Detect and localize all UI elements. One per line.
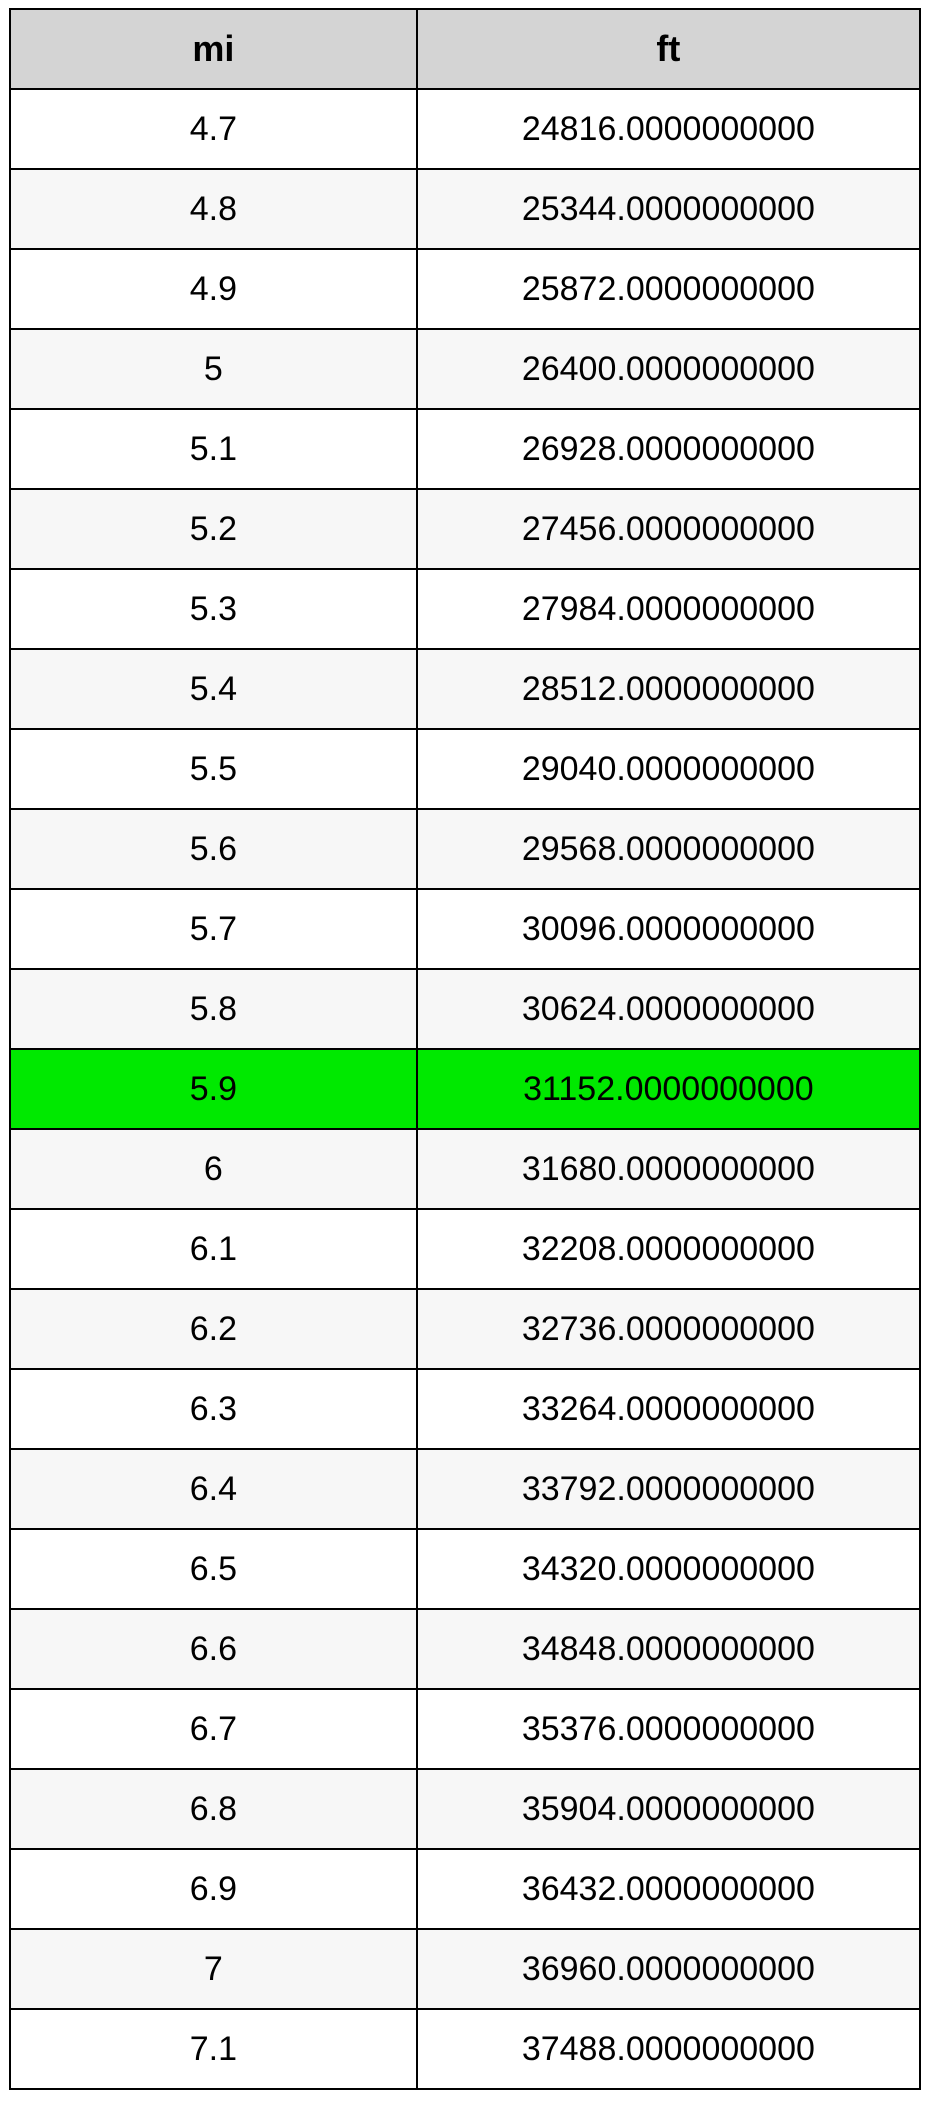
cell-ft: 36960.0000000000 (417, 1929, 920, 2009)
cell-ft: 36432.0000000000 (417, 1849, 920, 1929)
table-row-highlight: 5.931152.0000000000 (10, 1049, 920, 1129)
table-row: 6.534320.0000000000 (10, 1529, 920, 1609)
cell-mi: 5.4 (10, 649, 417, 729)
cell-ft: 33792.0000000000 (417, 1449, 920, 1529)
table-row: 5.830624.0000000000 (10, 969, 920, 1049)
cell-ft: 27984.0000000000 (417, 569, 920, 649)
table-header: mi ft (10, 9, 920, 89)
table-row: 5.529040.0000000000 (10, 729, 920, 809)
cell-mi: 4.8 (10, 169, 417, 249)
cell-ft: 29568.0000000000 (417, 809, 920, 889)
cell-mi: 6.5 (10, 1529, 417, 1609)
cell-mi: 5 (10, 329, 417, 409)
header-mi: mi (10, 9, 417, 89)
cell-mi: 6 (10, 1129, 417, 1209)
cell-ft: 35904.0000000000 (417, 1769, 920, 1849)
table-row: 6.132208.0000000000 (10, 1209, 920, 1289)
table-row: 6.433792.0000000000 (10, 1449, 920, 1529)
cell-mi: 6.3 (10, 1369, 417, 1449)
cell-ft: 37488.0000000000 (417, 2009, 920, 2089)
cell-ft: 32208.0000000000 (417, 1209, 920, 1289)
table-row: 631680.0000000000 (10, 1129, 920, 1209)
cell-ft: 34848.0000000000 (417, 1609, 920, 1689)
cell-ft: 30096.0000000000 (417, 889, 920, 969)
cell-ft: 34320.0000000000 (417, 1529, 920, 1609)
cell-ft: 25872.0000000000 (417, 249, 920, 329)
cell-ft: 31152.0000000000 (417, 1049, 920, 1129)
cell-ft: 25344.0000000000 (417, 169, 920, 249)
header-row: mi ft (10, 9, 920, 89)
cell-ft: 30624.0000000000 (417, 969, 920, 1049)
table-row: 4.724816.0000000000 (10, 89, 920, 169)
table-row: 6.936432.0000000000 (10, 1849, 920, 1929)
cell-ft: 33264.0000000000 (417, 1369, 920, 1449)
cell-mi: 6.7 (10, 1689, 417, 1769)
table-row: 5.730096.0000000000 (10, 889, 920, 969)
cell-ft: 35376.0000000000 (417, 1689, 920, 1769)
table-row: 736960.0000000000 (10, 1929, 920, 2009)
table-row: 5.126928.0000000000 (10, 409, 920, 489)
cell-ft: 31680.0000000000 (417, 1129, 920, 1209)
cell-ft: 26400.0000000000 (417, 329, 920, 409)
cell-mi: 4.7 (10, 89, 417, 169)
table-row: 6.333264.0000000000 (10, 1369, 920, 1449)
header-ft: ft (417, 9, 920, 89)
cell-mi: 5.7 (10, 889, 417, 969)
cell-ft: 32736.0000000000 (417, 1289, 920, 1369)
table-row: 6.634848.0000000000 (10, 1609, 920, 1689)
cell-mi: 5.3 (10, 569, 417, 649)
cell-mi: 5.9 (10, 1049, 417, 1129)
cell-mi: 6.8 (10, 1769, 417, 1849)
table-row: 5.629568.0000000000 (10, 809, 920, 889)
cell-mi: 7 (10, 1929, 417, 2009)
cell-mi: 6.2 (10, 1289, 417, 1369)
cell-mi: 5.6 (10, 809, 417, 889)
table-row: 5.227456.0000000000 (10, 489, 920, 569)
table-row: 526400.0000000000 (10, 329, 920, 409)
cell-mi: 7.1 (10, 2009, 417, 2089)
table-row: 6.735376.0000000000 (10, 1689, 920, 1769)
table-row: 4.925872.0000000000 (10, 249, 920, 329)
cell-mi: 5.2 (10, 489, 417, 569)
cell-ft: 24816.0000000000 (417, 89, 920, 169)
table-row: 6.232736.0000000000 (10, 1289, 920, 1369)
cell-ft: 27456.0000000000 (417, 489, 920, 569)
cell-mi: 6.1 (10, 1209, 417, 1289)
table-row: 6.835904.0000000000 (10, 1769, 920, 1849)
table-row: 5.428512.0000000000 (10, 649, 920, 729)
table-row: 4.825344.0000000000 (10, 169, 920, 249)
cell-mi: 6.9 (10, 1849, 417, 1929)
cell-mi: 5.1 (10, 409, 417, 489)
cell-mi: 5.8 (10, 969, 417, 1049)
cell-mi: 6.6 (10, 1609, 417, 1689)
cell-ft: 26928.0000000000 (417, 409, 920, 489)
conversion-table: mi ft 4.724816.00000000004.825344.000000… (9, 8, 921, 2090)
cell-mi: 6.4 (10, 1449, 417, 1529)
cell-ft: 29040.0000000000 (417, 729, 920, 809)
table-row: 5.327984.0000000000 (10, 569, 920, 649)
cell-ft: 28512.0000000000 (417, 649, 920, 729)
cell-mi: 4.9 (10, 249, 417, 329)
table-body: 4.724816.00000000004.825344.00000000004.… (10, 89, 920, 2089)
table-row: 7.137488.0000000000 (10, 2009, 920, 2089)
cell-mi: 5.5 (10, 729, 417, 809)
